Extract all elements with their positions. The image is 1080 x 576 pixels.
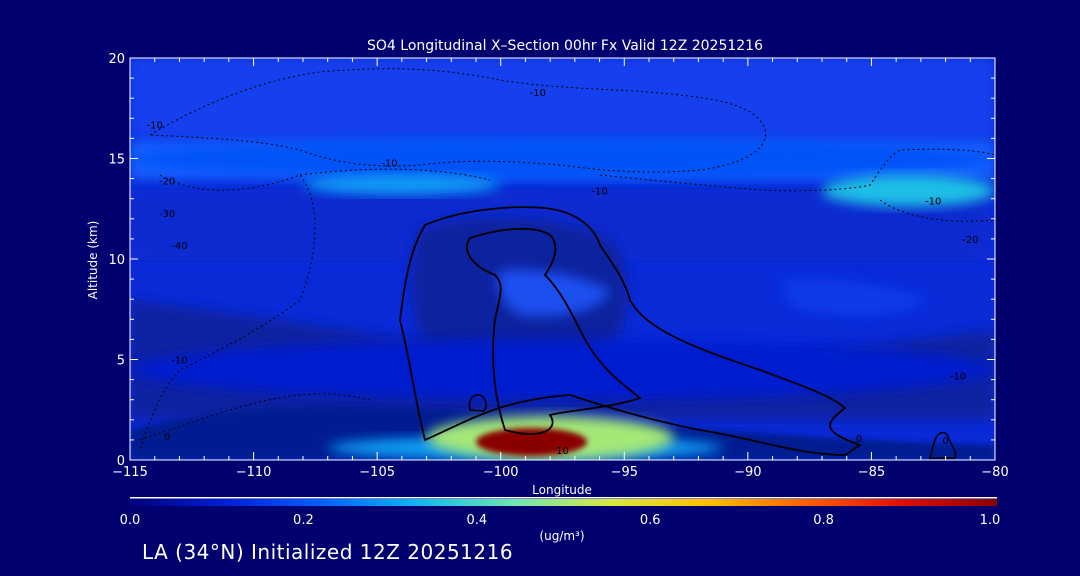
contour-label-3: -10 <box>530 88 546 99</box>
y-tick-label: 0 <box>117 454 125 469</box>
colorbar-gradient <box>130 499 997 506</box>
x-tick-label: −80 <box>981 465 1008 480</box>
contour-line-dotted <box>139 68 995 451</box>
concentration-feature-1 <box>130 339 995 400</box>
contour-label-7: -30 <box>159 209 175 220</box>
concentration-feature-4 <box>303 174 501 195</box>
concentration-feature-7 <box>475 427 588 456</box>
x-tick-label: −90 <box>734 465 761 480</box>
x-tick-label: −100 <box>483 465 519 480</box>
contour-label-1: -10 <box>147 120 163 131</box>
contour-line-solid-outer <box>399 206 863 456</box>
colorbar-tick-label: 0.4 <box>466 513 487 528</box>
x-tick-label: −85 <box>858 465 885 480</box>
y-tick-label: 10 <box>108 253 125 268</box>
concentration-field <box>130 58 995 460</box>
concentration-feature-2 <box>130 138 995 179</box>
colorbar-tick-label: 1.0 <box>980 513 1001 528</box>
x-axis-label: Longitude <box>532 483 592 497</box>
colorbar: 0.0 0.2 0.4 0.6 0.8 1.0 (ug/m³) <box>120 497 1001 543</box>
chart-title: SO4 Longitudinal X–Section 00hr Fx Valid… <box>367 38 763 54</box>
contour-lines <box>139 68 995 459</box>
colorbar-line <box>130 497 997 499</box>
contour-line-solid-inner <box>466 227 642 435</box>
y-axis-label: Altitude (km) <box>86 221 100 300</box>
contour-line-solid-small <box>468 394 957 459</box>
contour-label-10: -10 <box>171 356 187 367</box>
colorbar-tick-label: 0.6 <box>640 513 661 528</box>
contour-label-9: -20 <box>962 235 978 246</box>
contour-labels: -10 -10 -10 -10 -10 -20 -30 -40 -20 -10 -10 0 0 0 10 <box>147 88 979 457</box>
x-tick-label: −95 <box>611 465 638 480</box>
y-tick-label: 15 <box>108 153 125 168</box>
y-tick-label: 20 <box>108 52 125 67</box>
contour-label-6: -20 <box>159 177 175 188</box>
x-tick-label: −105 <box>359 465 395 480</box>
x-axis: −115 −110 −105 −100 −95 −90 −85 −80 <box>112 58 1009 480</box>
plot-area: -10 -10 -10 -10 -10 -20 -30 -40 -20 -10 -10 0 0 0 10 <box>130 58 995 460</box>
footer-caption: LA (34°N) Initialized 12Z 20251216 <box>142 540 514 564</box>
y-tick-label: 5 <box>117 354 125 369</box>
colorbar-ticks: 0.0 0.2 0.4 0.6 0.8 1.0 <box>120 513 1001 528</box>
contour-label-14: 0 <box>942 436 948 447</box>
contour-label-12: 0 <box>164 432 170 443</box>
contour-label-5: -10 <box>925 197 941 208</box>
concentration-feature-5 <box>822 174 995 207</box>
x-tick-label: −115 <box>112 465 148 480</box>
colorbar-tick-label: 0.8 <box>813 513 834 528</box>
contour-label-11: -10 <box>950 372 966 383</box>
concentration-features <box>130 138 995 460</box>
x-tick-label: −110 <box>236 465 272 480</box>
contour-label-8: -40 <box>171 241 187 252</box>
y-axis: 0 5 10 15 20 <box>108 52 995 469</box>
contour-label-2: -10 <box>381 159 397 170</box>
contour-label-4: -10 <box>591 187 607 198</box>
contour-label-15: 10 <box>556 446 569 457</box>
colorbar-tick-label: 0.2 <box>293 513 314 528</box>
colorbar-tick-label: 0.0 <box>120 513 141 528</box>
colorbar-unit-label: (ug/m³) <box>539 529 584 543</box>
contour-label-13: 0 <box>856 434 862 445</box>
